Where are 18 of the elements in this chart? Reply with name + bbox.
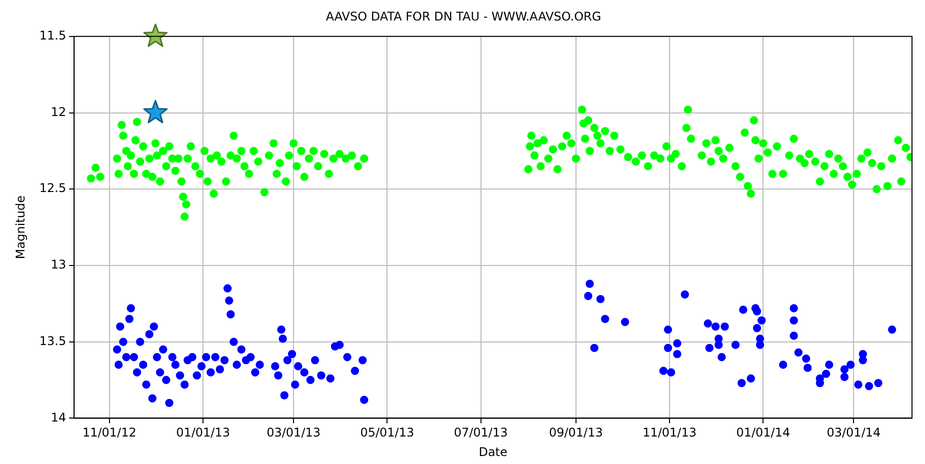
y-tick-label: 12.5: [39, 181, 66, 196]
x-tick-label: 11/01/12: [82, 426, 136, 440]
x-tick-label: 09/01/13: [548, 426, 603, 440]
x-tick-label: 01/01/14: [736, 426, 790, 440]
y-tick-label: 11.5: [39, 28, 66, 43]
y-tick-label: 13: [50, 258, 66, 272]
y-tick-label: 14: [50, 410, 66, 424]
x-tick-label: 11/01/13: [642, 426, 696, 440]
y-axis-title: Magnitude: [13, 196, 28, 260]
y-tick-label: 13.5: [39, 334, 66, 348]
x-tick-label: 07/01/13: [454, 426, 508, 440]
x-tick-label: 03/01/14: [826, 426, 881, 440]
x-tick-label: 05/01/13: [360, 426, 414, 440]
x-axis-title: Date: [478, 444, 508, 459]
x-tick-label: 03/01/13: [266, 426, 321, 440]
x-tick-label: 01/01/13: [176, 426, 230, 440]
y-tick-label: 12: [50, 104, 66, 119]
chart-title: AAVSO DATA FOR DN TAU - WWW.AAVSO.ORG: [326, 9, 602, 24]
